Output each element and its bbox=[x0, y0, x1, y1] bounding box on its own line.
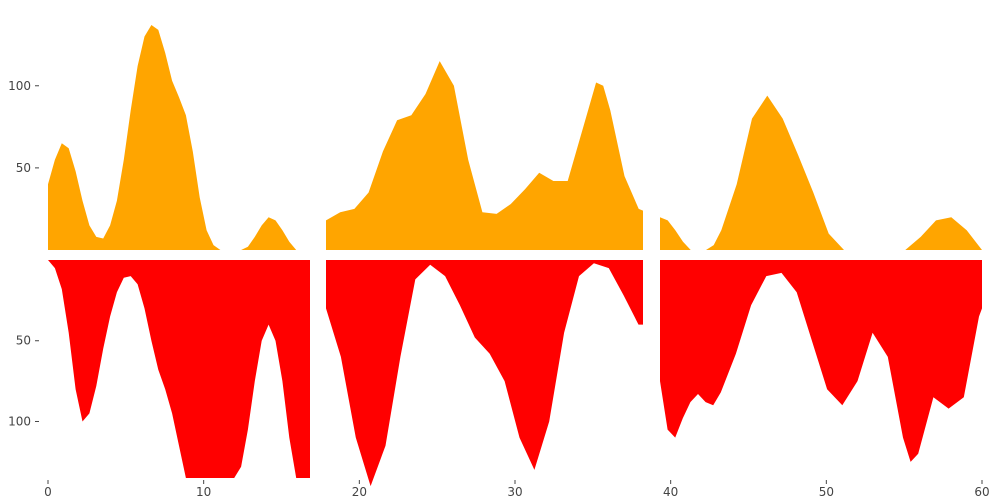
x-tick-label-10: 10 bbox=[196, 485, 211, 499]
upper-y-axis: 50 100 bbox=[8, 79, 39, 175]
lower-areas bbox=[48, 260, 982, 487]
lower-area-panel-1-segment-1 bbox=[48, 260, 310, 478]
upper-area-panel-3-segment-3 bbox=[905, 217, 982, 250]
upper-area-panel-3-segment-2 bbox=[706, 95, 844, 250]
lower-y-tick-label-50: 50 bbox=[16, 334, 31, 348]
upper-area-panel-1-segment-2 bbox=[241, 217, 297, 250]
upper-y-tick-label-50: 50 bbox=[16, 161, 31, 175]
x-tick-label-40: 40 bbox=[663, 485, 678, 499]
x-tick-label-0: 0 bbox=[44, 485, 52, 499]
lower-y-tick-label-100: 100 bbox=[8, 414, 31, 428]
upper-area-panel-3-segment-1 bbox=[660, 217, 691, 250]
upper-area-panel-1-segment-1 bbox=[48, 25, 221, 250]
lower-y-axis: 50 100 bbox=[8, 334, 39, 428]
x-tick-label-30: 30 bbox=[507, 485, 522, 499]
lower-area-panel-2-segment-1 bbox=[326, 260, 643, 487]
upper-y-tick-label-100: 100 bbox=[8, 79, 31, 93]
x-tick-label-60: 60 bbox=[974, 485, 989, 499]
x-tick-label-50: 50 bbox=[819, 485, 834, 499]
x-tick-label-20: 20 bbox=[352, 485, 367, 499]
x-axis: 0 10 20 30 40 50 60 bbox=[44, 480, 990, 499]
upper-areas bbox=[48, 25, 982, 250]
upper-area-panel-2-segment-1 bbox=[326, 61, 643, 250]
lower-area-panel-3-segment-1 bbox=[660, 260, 982, 462]
